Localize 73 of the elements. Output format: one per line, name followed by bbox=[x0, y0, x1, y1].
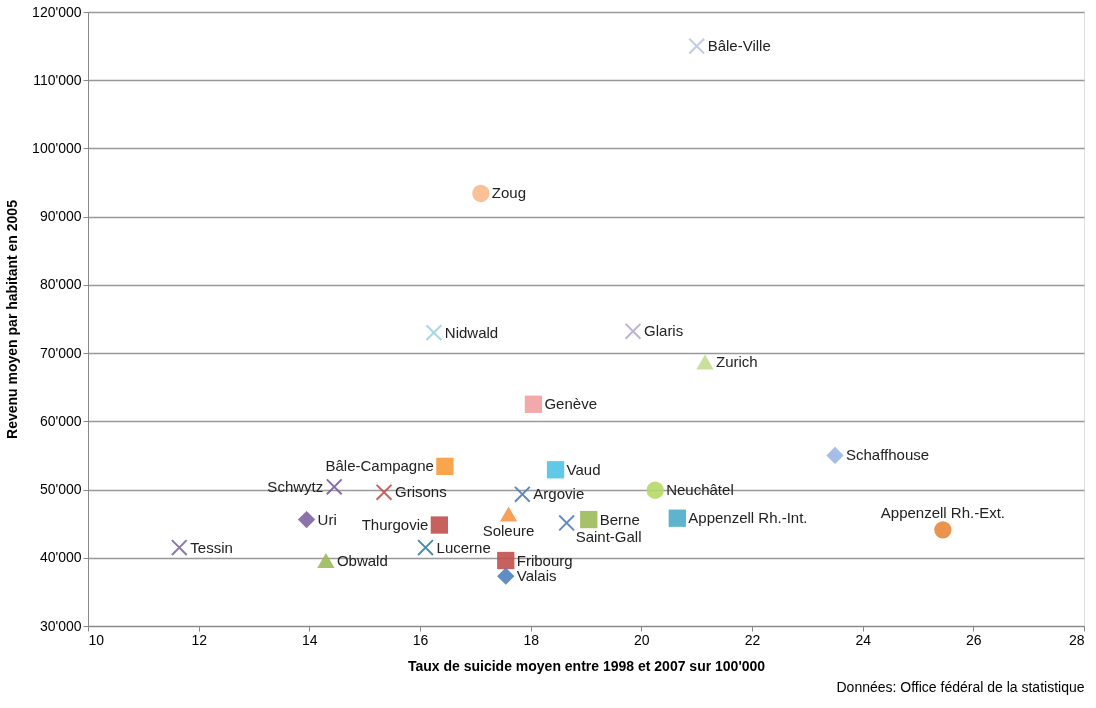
point bbox=[934, 521, 952, 539]
series-label: Zurich bbox=[715, 352, 758, 370]
text: Données: Office fédéral de la statistique bbox=[836, 679, 1085, 695]
point bbox=[430, 516, 449, 534]
y-tick-label: 90'000 bbox=[39, 208, 82, 225]
x-axis-title: Taux de suicide moyen entre 1998 et 2007 sur 100'000 bbox=[407, 657, 766, 674]
x-tick-label: 26 bbox=[966, 631, 982, 648]
series-label: Appenzell Rh.-Int. bbox=[688, 509, 808, 527]
series-label: Grisons bbox=[395, 483, 447, 501]
series-label: Tessin bbox=[190, 538, 233, 556]
x-tick-label: 22 bbox=[744, 631, 761, 648]
series-label: Soleure bbox=[482, 522, 535, 540]
series-label: Genève bbox=[544, 395, 597, 413]
point bbox=[513, 485, 531, 503]
series-label: Saint-Gall bbox=[575, 527, 642, 545]
x-tick-label: 16 bbox=[412, 631, 429, 648]
x-tick-label: 28 bbox=[1068, 631, 1085, 648]
point bbox=[170, 539, 188, 556]
point bbox=[425, 324, 443, 342]
point bbox=[472, 184, 490, 203]
y-axis-title: Revenu moyen par habitant en 2005 bbox=[4, 199, 21, 439]
x-tick-label: 12 bbox=[191, 631, 208, 648]
series-label: Nidwald bbox=[444, 323, 499, 341]
series-label: Vaud bbox=[566, 460, 601, 478]
series-label: Valais bbox=[516, 567, 557, 585]
point bbox=[668, 509, 686, 527]
point bbox=[497, 567, 515, 585]
series-label: Zoug bbox=[491, 184, 527, 202]
series-label: Bâle-Campagne bbox=[325, 457, 434, 475]
point bbox=[317, 553, 335, 569]
series-label: Lucerne bbox=[436, 538, 491, 556]
point bbox=[646, 481, 664, 499]
series-label: Fribourg bbox=[516, 551, 573, 569]
x-tick-label: 10 bbox=[88, 631, 105, 648]
series-label: Schaffhouse bbox=[846, 446, 930, 464]
point bbox=[497, 551, 515, 570]
series-label: Berne bbox=[599, 510, 640, 528]
y-tick-label: 30'000 bbox=[39, 617, 82, 634]
series-label: Appenzell Rh.-Ext. bbox=[880, 503, 1006, 521]
y-tick-label: 110'000 bbox=[33, 71, 82, 88]
y-tick-label: 80'000 bbox=[39, 276, 82, 293]
point bbox=[624, 322, 642, 340]
y-tick-label: 100'000 bbox=[32, 139, 82, 156]
point bbox=[696, 354, 714, 370]
series-label: Neuchâtel bbox=[666, 481, 734, 499]
y-tick-label: 120'000 bbox=[32, 3, 82, 20]
point bbox=[826, 446, 844, 465]
point bbox=[688, 37, 706, 55]
series-label: Thurgovie bbox=[361, 516, 429, 534]
point bbox=[546, 461, 565, 479]
y-tick-label: 60'000 bbox=[39, 412, 82, 429]
x-tick-label: 18 bbox=[523, 631, 540, 648]
x-tick-label: 14 bbox=[302, 631, 318, 648]
point bbox=[499, 506, 518, 522]
point bbox=[558, 514, 576, 532]
point bbox=[417, 539, 434, 556]
y-tick-label: 70'000 bbox=[39, 344, 82, 361]
point bbox=[375, 483, 393, 501]
point bbox=[436, 457, 454, 476]
series-label: Obwald bbox=[336, 551, 388, 569]
y-tick-label: 50'000 bbox=[39, 481, 82, 498]
series-label: Uri bbox=[317, 510, 337, 528]
point bbox=[524, 395, 543, 413]
series-label: Argovie bbox=[533, 485, 585, 503]
series-label: Bâle-Ville bbox=[707, 37, 771, 55]
series-label: Glaris bbox=[644, 322, 684, 340]
series-label: Schwytz bbox=[267, 477, 324, 495]
point bbox=[580, 510, 598, 529]
y-tick-label: 40'000 bbox=[39, 549, 82, 566]
point bbox=[297, 510, 316, 529]
x-tick-label: 24 bbox=[855, 631, 872, 648]
point bbox=[325, 478, 343, 496]
x-tick-label: 20 bbox=[634, 631, 650, 648]
